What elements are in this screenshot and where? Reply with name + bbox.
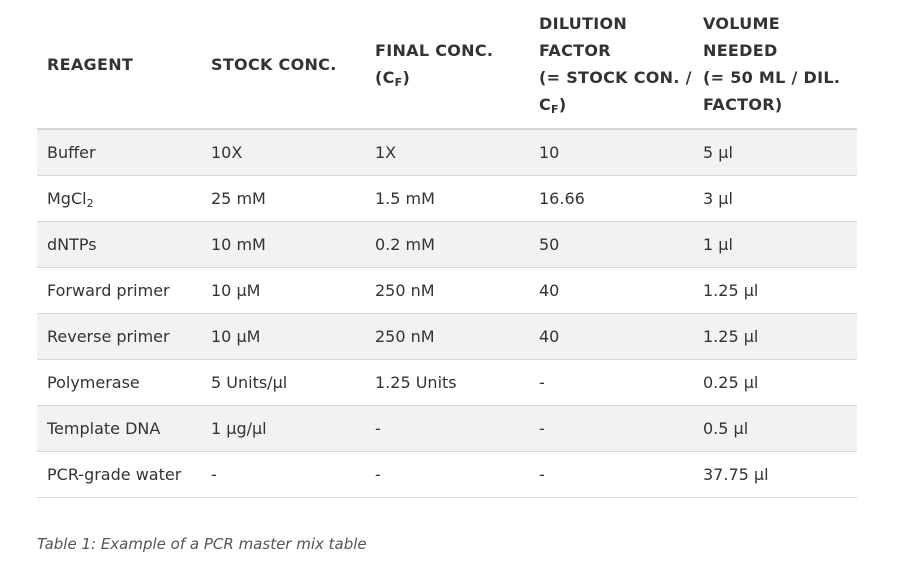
- table-row: MgCl2 25 mM 1.5 mM 16.66 3 µl: [37, 175, 857, 222]
- cell-volume-needed: 5 µl: [693, 129, 857, 176]
- cell-final-conc: 250 nM: [365, 313, 529, 360]
- header-line: CF): [539, 95, 567, 116]
- cell-stock-conc: 10 mM: [201, 221, 365, 268]
- cell-dilution-factor: -: [529, 451, 693, 498]
- cell-dilution-factor: 40: [529, 313, 693, 360]
- table-row: Polymerase 5 Units/µl 1.25 Units -0.25 µl: [37, 359, 857, 406]
- cell-final-conc: 1.25 Units: [365, 359, 529, 406]
- cell-volume-needed: 3 µl: [693, 175, 857, 222]
- cell-dilution-factor: -: [529, 405, 693, 452]
- cell-volume-needed: 0.5 µl: [693, 405, 857, 452]
- header-line: FINAL CONC.: [375, 41, 494, 60]
- header-line: VOLUME: [703, 14, 780, 33]
- header-line: (CF): [375, 68, 411, 89]
- table-body: Buffer 10X 1X 10 5 µl MgCl2 25 mM 1.5 mM 16.66 3 …: [37, 129, 857, 498]
- header-line: (= 50 ML / DIL.: [703, 68, 841, 87]
- table-row: dNTPs 10 mM 0.2 mM 50 1 µl: [37, 221, 857, 268]
- cell-final-conc: 1X: [365, 129, 529, 176]
- table-caption: Table 1: Example of a PCR master mix tab…: [37, 535, 367, 553]
- cell-reagent: Polymerase: [37, 359, 201, 406]
- header-volume-needed: VOLUME NEEDED (= 50 ML / DIL. FACTOR): [693, 0, 857, 130]
- cell-reagent: Forward primer: [37, 267, 201, 314]
- cell-volume-needed: 0.25 µl: [693, 359, 857, 406]
- cell-reagent: dNTPs: [37, 221, 201, 268]
- cell-stock-conc: -: [201, 451, 365, 498]
- master-mix-table-container: REAGENT STOCK CONC. FINAL CONC. (CF) DILUTIO…: [37, 0, 857, 498]
- cell-dilution-factor: -: [529, 359, 693, 406]
- cell-final-conc: -: [365, 451, 529, 498]
- header-reagent: REAGENT: [37, 0, 201, 130]
- header-line: STOCK CONC.: [211, 54, 337, 74]
- cell-stock-conc: 5 Units/µl: [201, 359, 365, 406]
- header-line: NEEDED: [703, 41, 778, 60]
- cell-dilution-factor: 10: [529, 129, 693, 176]
- pcr-master-mix-table: REAGENT STOCK CONC. FINAL CONC. (CF) DILUTIO…: [37, 0, 857, 498]
- header-line: (= STOCK CON. /: [539, 68, 692, 87]
- cell-final-conc: 1.5 mM: [365, 175, 529, 222]
- cell-volume-needed: 1.25 µl: [693, 267, 857, 314]
- cell-stock-conc: 1 µg/µl: [201, 405, 365, 452]
- header-line: FACTOR: [539, 41, 611, 60]
- table-row: Buffer 10X 1X 10 5 µl: [37, 129, 857, 176]
- table-row: PCR-grade water - - -37.75 µl: [37, 451, 857, 498]
- header-dilution-factor: DILUTION FACTOR (= STOCK CON. / CF): [529, 0, 693, 130]
- cell-stock-conc: 10X: [201, 129, 365, 176]
- header-line: DILUTION: [539, 14, 628, 33]
- cell-reagent: MgCl2: [37, 175, 201, 222]
- cell-volume-needed: 37.75 µl: [693, 451, 857, 498]
- header-stock-conc: STOCK CONC.: [201, 0, 365, 130]
- cell-dilution-factor: 40: [529, 267, 693, 314]
- header-final-conc: FINAL CONC. (CF): [365, 0, 529, 130]
- cell-stock-conc: 10 µM: [201, 313, 365, 360]
- table-row: Forward primer 10 µM 250 nM 40 1.25 µl: [37, 267, 857, 314]
- cell-reagent: Template DNA: [37, 405, 201, 452]
- cell-reagent: PCR-grade water: [37, 451, 201, 498]
- cell-volume-needed: 1.25 µl: [693, 313, 857, 360]
- cell-reagent: Reverse primer: [37, 313, 201, 360]
- table-row: Reverse primer 10 µM 250 nM 40 1.25 µl: [37, 313, 857, 360]
- cell-stock-conc: 25 mM: [201, 175, 365, 222]
- cell-final-conc: 250 nM: [365, 267, 529, 314]
- cell-stock-conc: 10 µM: [201, 267, 365, 314]
- header-line: REAGENT: [47, 54, 134, 74]
- cell-reagent: Buffer: [37, 129, 201, 176]
- cell-volume-needed: 1 µl: [693, 221, 857, 268]
- cell-dilution-factor: 16.66: [529, 175, 693, 222]
- table-header-row: REAGENT STOCK CONC. FINAL CONC. (CF) DILUTIO…: [37, 0, 857, 130]
- cell-final-conc: -: [365, 405, 529, 452]
- table-row: Template DNA 1 µg/µl - -0.5 µl: [37, 405, 857, 452]
- cell-final-conc: 0.2 mM: [365, 221, 529, 268]
- header-line: FACTOR): [703, 95, 783, 114]
- cell-dilution-factor: 50: [529, 221, 693, 268]
